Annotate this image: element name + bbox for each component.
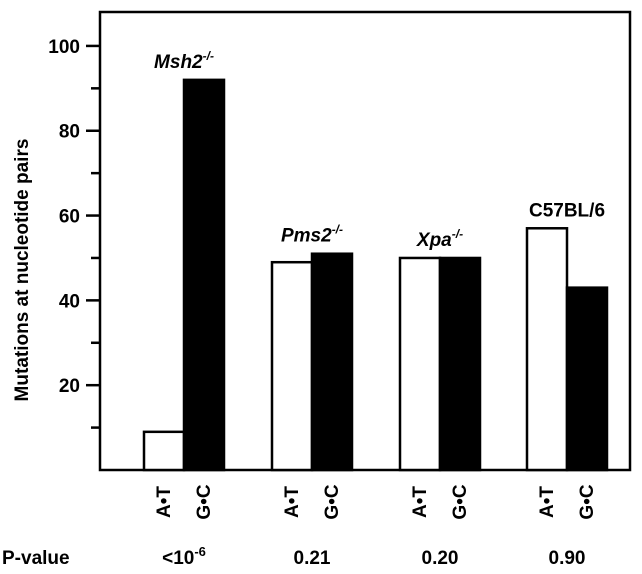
- group-label-name: C57BL/6: [529, 200, 605, 221]
- group-label-name: Msh2: [154, 52, 203, 73]
- group-label-name: Pms2: [281, 226, 332, 247]
- group-label-superscript: -/-: [452, 227, 463, 241]
- group-label: Pms2-/-: [281, 223, 343, 247]
- p-values: P-value <10-6 0.21 0.20 0.90: [2, 544, 585, 569]
- p-value: 0.20: [422, 548, 459, 569]
- p-value-row-label: P-value: [2, 548, 70, 569]
- bar-at: [142, 430, 186, 472]
- y-tick-label: 40: [59, 291, 80, 312]
- y-tick-label: 100: [48, 37, 80, 58]
- x-category-label: A•T: [410, 486, 431, 518]
- p-value-text: <10: [162, 548, 194, 569]
- group-label: Msh2-/-: [154, 49, 214, 73]
- p-value-text: 0.90: [549, 548, 586, 569]
- x-category-label: G•C: [577, 484, 598, 519]
- p-value: <10-6: [162, 544, 206, 569]
- bar-gc: [310, 252, 354, 472]
- bar-gc: [565, 286, 609, 472]
- x-category-label: G•C: [194, 484, 215, 519]
- axes: [98, 10, 632, 472]
- p-value-text: 0.21: [294, 548, 331, 569]
- y-tick-label: 60: [59, 207, 80, 228]
- y-tick-label: 20: [59, 376, 80, 397]
- p-value-text: 0.20: [422, 548, 459, 569]
- p-value: 0.21: [294, 548, 331, 569]
- group-label-name: Xpa: [416, 230, 452, 251]
- y-axis-ticks: 20 40 60 80 100: [48, 37, 100, 429]
- x-category-labels: A•T G•C A•T G•C A•T G•C A•T G•C: [154, 484, 598, 519]
- bars: [142, 78, 609, 472]
- bar-at: [525, 227, 569, 472]
- x-category-label: A•T: [537, 486, 558, 518]
- bar-at: [270, 260, 314, 472]
- bar-gc: [182, 78, 226, 472]
- x-category-label: A•T: [154, 486, 175, 518]
- p-value: 0.90: [549, 548, 586, 569]
- group-label-superscript: -/-: [203, 49, 214, 63]
- x-category-label: G•C: [322, 484, 343, 519]
- group-label: C57BL/6: [529, 200, 605, 221]
- bar-at: [398, 256, 442, 472]
- plot-frame: [98, 10, 632, 472]
- y-tick-label: 80: [59, 122, 80, 143]
- group-label: Xpa-/-: [416, 227, 463, 251]
- x-category-label: G•C: [450, 484, 471, 519]
- p-value-exponent: -6: [194, 544, 206, 559]
- group-label-superscript: -/-: [332, 223, 343, 237]
- x-category-label: A•T: [282, 486, 303, 518]
- bar-gc: [438, 256, 482, 472]
- group-labels: Msh2-/-Pms2-/-Xpa-/-C57BL/6: [154, 49, 605, 251]
- y-axis-label: Mutations at nucleotide pairs: [12, 139, 33, 402]
